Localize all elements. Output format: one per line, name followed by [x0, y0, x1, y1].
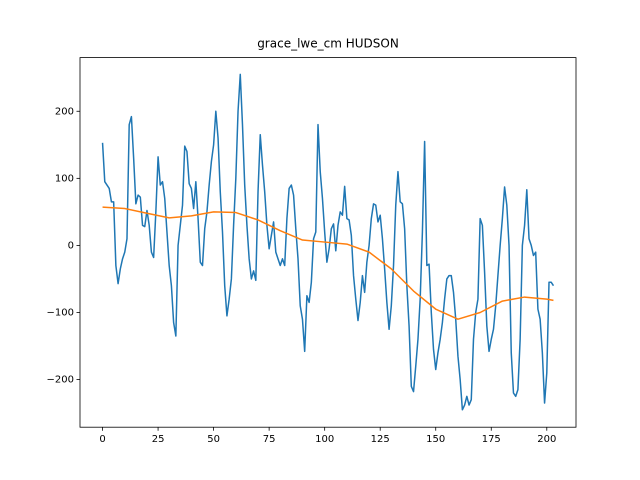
y-tick-label: −100	[47, 307, 74, 318]
x-tick-label: 0	[99, 434, 105, 445]
series-line	[101, 73, 555, 411]
axes-frame	[79, 57, 577, 428]
x-tick-label: 150	[426, 434, 445, 445]
x-tick-label: 50	[207, 434, 220, 445]
series-line	[102, 206, 554, 320]
x-tick-label: 125	[371, 434, 390, 445]
y-tick-label: 200	[55, 106, 74, 117]
x-tick-label: 75	[263, 434, 276, 445]
x-tick-label: 175	[482, 434, 501, 445]
x-tick-label: 200	[537, 434, 556, 445]
y-tick-label: −200	[47, 375, 74, 386]
y-tick-label: 100	[55, 173, 74, 184]
chart-title: grace_lwe_cm HUDSON	[257, 37, 399, 51]
y-tick-label: 0	[68, 240, 74, 251]
x-tick-label: 25	[152, 434, 165, 445]
x-tick-label: 100	[315, 434, 334, 445]
